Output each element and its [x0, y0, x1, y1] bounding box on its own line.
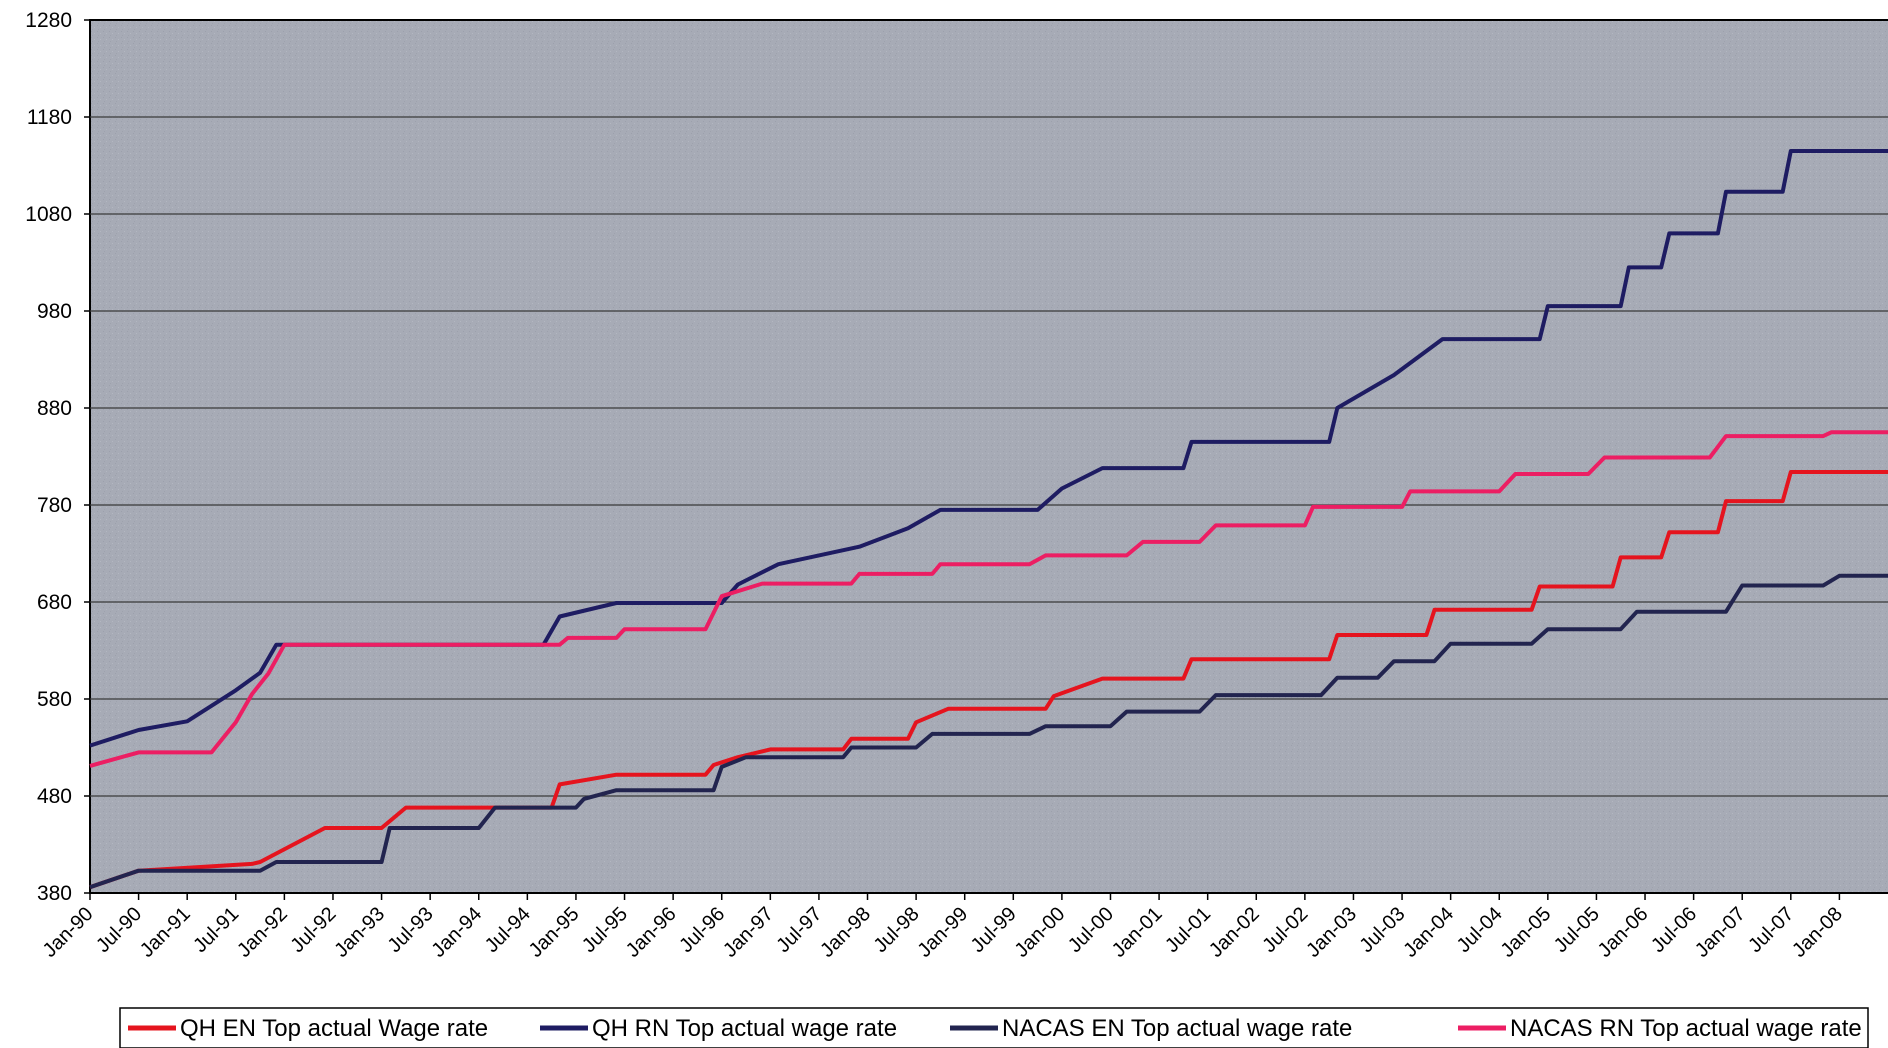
plot-area — [89, 19, 1888, 894]
gridlines — [90, 116, 1888, 797]
series-line-0 — [89, 470, 1888, 890]
x-tick-label: Jan-98 — [816, 903, 875, 962]
y-tick-label: 780 — [37, 494, 72, 517]
x-tick-label: Jan-99 — [913, 903, 972, 962]
x-tick-label: Jan-96 — [622, 903, 681, 962]
x-tick-label: Jan-04 — [1399, 903, 1458, 962]
x-tick-label: Jan-93 — [330, 903, 389, 962]
x-tick-label: Jan-05 — [1497, 903, 1556, 962]
x-tick-label: Jan-08 — [1788, 903, 1847, 962]
y-tick-label: 480 — [37, 785, 72, 808]
y-tick-label: 680 — [37, 591, 72, 614]
y-tick-label: 380 — [37, 882, 72, 905]
y-tick-label: 1180 — [27, 106, 72, 129]
legend: QH EN Top actual Wage rate QH RN Top actu… — [119, 1007, 1869, 1048]
y-tick-label: 580 — [37, 688, 72, 711]
x-tick-label: Jan-92 — [233, 903, 292, 962]
x-tick-label: Jan-07 — [1691, 903, 1750, 962]
legend-label: QH EN Top actual Wage rate — [180, 1015, 488, 1042]
y-axis: 1280 1180 1080 980 880 780 680 580 480 380 — [25, 9, 90, 905]
x-tick-label: Jan-02 — [1205, 903, 1264, 962]
legend-label: NACAS RN Top actual wage rate — [1510, 1015, 1862, 1042]
x-axis: Jan-90Jul-90Jan-91Jul-91Jan-92Jul-92Jan-… — [39, 892, 1888, 962]
y-tick-label: 880 — [37, 397, 72, 420]
series-line-3 — [89, 430, 1888, 768]
y-tick-label: 1080 — [25, 203, 72, 226]
series-lines — [89, 149, 1888, 890]
x-tick-label: Jan-91 — [136, 903, 195, 962]
legend-label: NACAS EN Top actual wage rate — [1002, 1015, 1352, 1042]
y-tick-label: 980 — [37, 300, 72, 323]
x-tick-label: Jan-95 — [525, 903, 584, 962]
x-tick-label: Jan-06 — [1594, 903, 1653, 962]
legend-label: QH RN Top actual wage rate — [592, 1015, 897, 1042]
x-tick-label: Jan-90 — [39, 903, 98, 962]
series-line-2 — [89, 573, 1888, 890]
x-tick-label: Jan-01 — [1108, 903, 1167, 962]
x-tick-label: Jan-94 — [427, 903, 486, 962]
x-tick-label: Jan-00 — [1011, 903, 1070, 962]
x-tick-label: Jan-03 — [1302, 903, 1361, 962]
x-tick-label: Jan-97 — [719, 903, 778, 962]
y-tick-label: 1280 — [25, 9, 72, 32]
